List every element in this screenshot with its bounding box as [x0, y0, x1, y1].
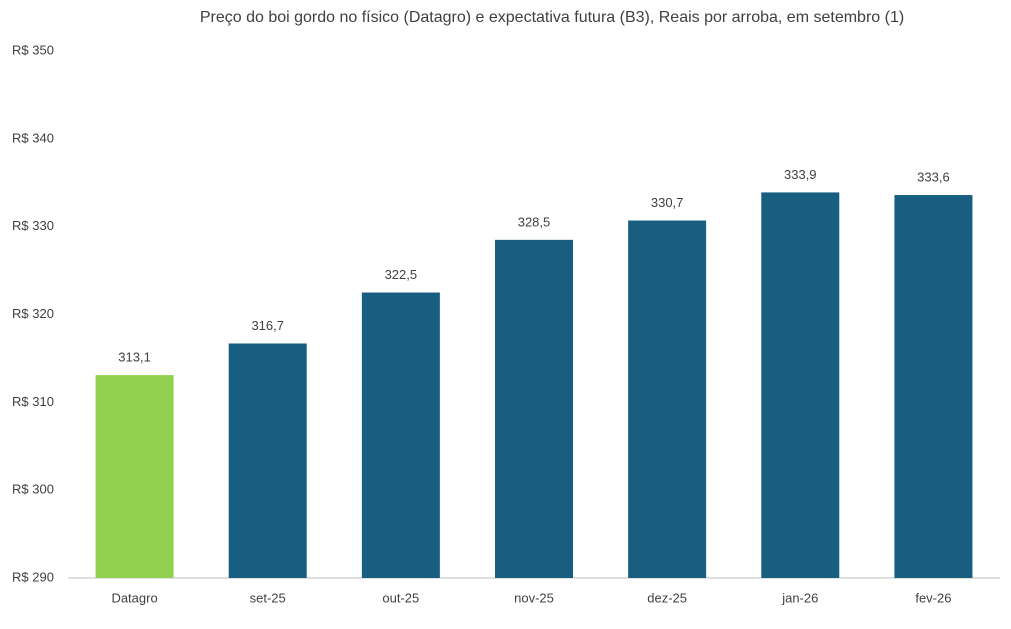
x-tick-label: fev-26 [915, 590, 951, 605]
y-tick-label: R$ 300 [12, 482, 54, 497]
y-tick-label: R$ 330 [12, 218, 54, 233]
data-label: 328,5 [518, 214, 551, 229]
data-label: 330,7 [651, 195, 684, 210]
y-tick-label: R$ 290 [12, 569, 54, 584]
y-tick-label: R$ 320 [12, 306, 54, 321]
data-label: 316,7 [251, 318, 284, 333]
y-tick-label: R$ 310 [12, 394, 54, 409]
bar [228, 343, 307, 578]
data-label: 322,5 [385, 267, 418, 282]
x-tick-label: Datagro [111, 590, 157, 605]
y-tick-label: R$ 340 [12, 130, 54, 145]
bar [495, 239, 573, 578]
x-tick-label: nov-25 [514, 590, 554, 605]
y-tick-label: R$ 350 [12, 42, 54, 57]
x-tick-label: out-25 [382, 590, 419, 605]
x-tick-label: jan-26 [781, 590, 818, 605]
x-tick-label: set-25 [250, 590, 286, 605]
bar [761, 192, 840, 578]
bar [628, 220, 707, 579]
bar [894, 195, 973, 578]
data-label: 313,1 [118, 350, 151, 365]
bar [361, 292, 440, 578]
data-label: 333,6 [917, 169, 950, 184]
chart-title: Preço do boi gordo no físico (Datagro) e… [200, 9, 904, 26]
data-label: 333,9 [784, 167, 817, 182]
x-tick-label: dez-25 [647, 590, 687, 605]
bar [95, 375, 174, 578]
